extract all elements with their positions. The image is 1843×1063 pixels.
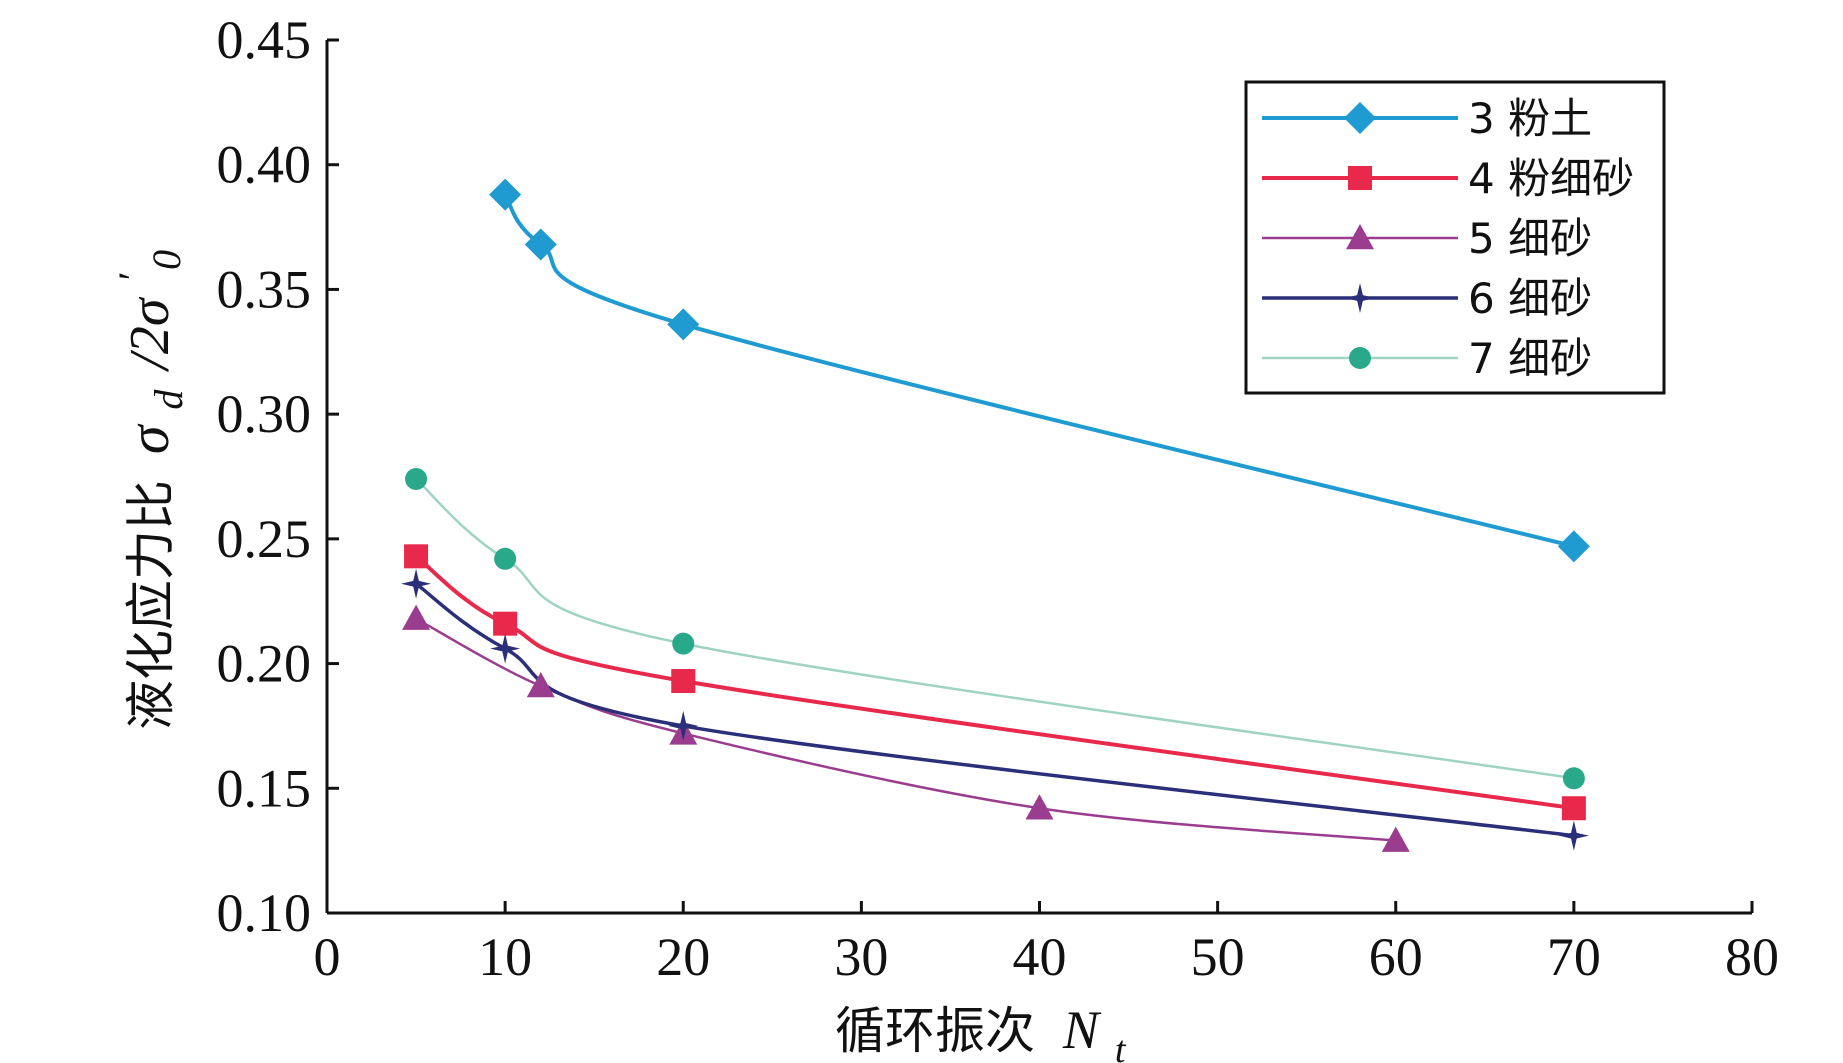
x-tick-label: 30 (834, 927, 888, 987)
series-line (415, 582, 1575, 838)
data-point (667, 308, 700, 341)
data-point (668, 710, 699, 741)
data-point (671, 669, 696, 694)
markers-layer (401, 178, 1590, 852)
y-tick-label: 0.40 (217, 135, 312, 195)
data-point (401, 568, 432, 599)
data-point (524, 228, 557, 261)
legend: 3 粉土 4 粉细砂 5 细砂 6 细砂 7 细砂 (1244, 80, 1666, 395)
legend-marker (1345, 283, 1375, 313)
data-point (493, 611, 518, 636)
legend-marker (1346, 224, 1374, 250)
legend-entry: 4 粉细砂 (1262, 154, 1634, 203)
y-axis-title: 液化应力比 σ d /2σ ′ 0 (100, 250, 194, 730)
svg-text:液化应力比 σ d /2: 液化应力比 σ d /2σ ′ 0 (100, 250, 194, 730)
legend-entry: 3 粉土 (1262, 94, 1592, 143)
data-point (526, 672, 555, 698)
legend-entry: 6 细砂 (1262, 274, 1592, 323)
x-tick-label: 0 (314, 927, 341, 987)
legend-label: 3 粉土 (1468, 94, 1592, 143)
x-tick-label: 10 (478, 927, 532, 987)
y-tick-label: 0.45 (217, 10, 312, 70)
legend-label: 4 粉细砂 (1468, 154, 1634, 203)
x-tick-label: 40 (1013, 927, 1067, 987)
data-point (1557, 530, 1590, 563)
x-tick-label: 80 (1725, 927, 1779, 987)
data-point (404, 544, 429, 569)
series-line (415, 478, 1575, 780)
data-point (402, 604, 431, 630)
y-tick-label: 0.10 (217, 883, 312, 943)
data-point (489, 178, 522, 211)
data-point (494, 547, 517, 570)
data-point (1562, 767, 1585, 790)
data-point (1381, 826, 1410, 852)
axes: 0 10 20 30 40 50 60 70 80 0.10 0.15 0.20 0.25 0.30 0.3… (217, 10, 1780, 987)
data-point (1561, 796, 1586, 821)
data-point (1558, 820, 1589, 851)
data-point (1025, 794, 1054, 820)
x-tick-label: 60 (1369, 927, 1423, 987)
legend-marker (1348, 166, 1372, 190)
data-point (405, 467, 428, 490)
legend-label: 5 细砂 (1468, 214, 1592, 263)
legend-label: 7 细砂 (1468, 334, 1592, 383)
series-line (415, 617, 1396, 842)
data-point (672, 632, 695, 655)
x-tick-label: 20 (656, 927, 710, 987)
legend-marker (1344, 102, 1376, 134)
x-axis-title: 循环振次 N t (835, 1000, 1127, 1063)
x-tick-label: 70 (1547, 927, 1601, 987)
y-tick-label: 0.35 (217, 259, 312, 319)
y-tick-label: 0.25 (217, 509, 312, 569)
y-tick-label: 0.15 (217, 758, 312, 818)
series-line (414, 554, 1575, 811)
data-point (490, 633, 521, 664)
y-tick-label: 0.30 (217, 384, 312, 444)
legend-entry: 5 细砂 (1262, 214, 1592, 263)
legend-marker (1349, 347, 1371, 369)
legend-entry: 7 细砂 (1262, 334, 1592, 383)
legend-label: 6 细砂 (1468, 274, 1592, 323)
y-tick-label: 0.20 (217, 634, 312, 694)
x-tick-label: 50 (1191, 927, 1245, 987)
